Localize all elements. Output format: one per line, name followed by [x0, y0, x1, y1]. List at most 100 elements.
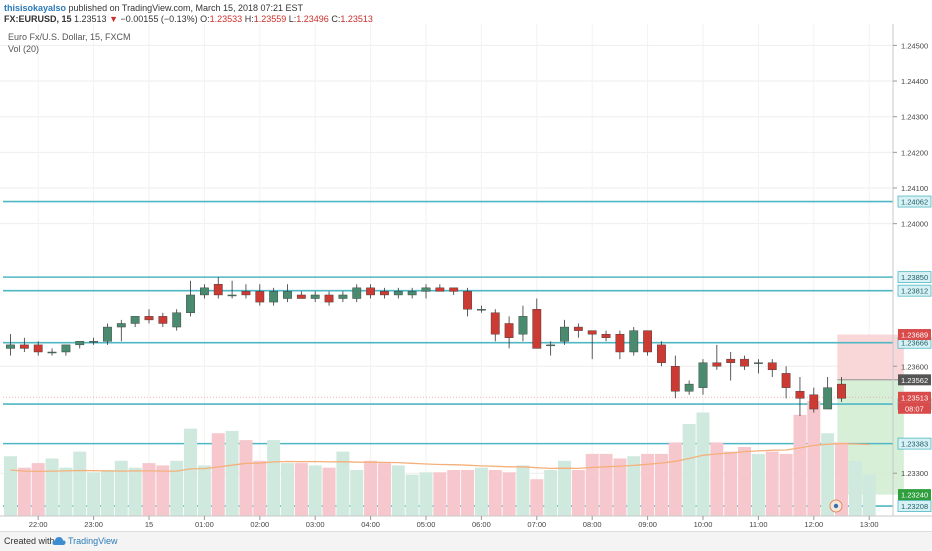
level-tag-1-box	[897, 271, 932, 284]
candle-30	[421, 284, 431, 299]
volume-bar-17	[239, 440, 253, 516]
volume-bar-27	[377, 463, 391, 516]
candle-body-54	[754, 362, 763, 364]
volume-bar-14	[197, 465, 211, 516]
last-price: 1.23513	[74, 14, 107, 24]
tradingview-brand-link[interactable]: TradingView	[68, 536, 118, 546]
volume-bar-54	[751, 453, 765, 516]
candle-58	[809, 387, 819, 413]
flag-icon[interactable]	[829, 499, 843, 513]
candle-4	[61, 344, 71, 356]
author-link[interactable]: thisisokayalso	[4, 3, 67, 13]
candle-body-15	[213, 284, 223, 296]
volume-bar-44	[613, 458, 627, 516]
candle-body-51	[712, 362, 722, 367]
candle-11	[158, 312, 168, 328]
time-tick-label-15: 13:00	[860, 520, 879, 529]
series-legend: Euro Fx/U.S. Dollar, 15, FXCM	[8, 32, 131, 42]
candle-body-57	[795, 391, 805, 399]
candle-body-31	[435, 287, 445, 292]
price-tick-label-0: 1.24500	[901, 41, 928, 50]
volume-bar-28	[391, 465, 405, 516]
price-tick-label-1: 1.24400	[901, 77, 928, 86]
time-tick-label-8: 06:00	[472, 520, 491, 529]
price-tick-label-4: 1.24100	[901, 184, 928, 193]
open-value: 1.23533	[209, 14, 243, 24]
chart-header: thisisokayalso published on TradingView.…	[0, 0, 932, 26]
candle-60	[837, 376, 846, 402]
candle-body-55	[767, 362, 777, 371]
candle-body-11	[158, 316, 168, 324]
volume-bar-5	[73, 451, 87, 516]
volume-bar-49	[682, 424, 696, 516]
candle-8	[116, 319, 126, 342]
candle-body-14	[199, 287, 209, 296]
candle-49	[684, 380, 694, 395]
volume-bar-2	[31, 463, 45, 516]
candle-48	[670, 355, 680, 399]
volume-bar-32	[447, 470, 461, 516]
candle-body-28	[393, 291, 403, 296]
candle-6	[89, 337, 99, 345]
time-tick-label-11: 09:00	[638, 520, 657, 529]
volume-bar-31	[433, 472, 447, 516]
volume-legend: Vol (20)	[8, 44, 39, 54]
volume-bar-24	[336, 451, 350, 516]
candle-18	[255, 284, 265, 306]
candle-56	[781, 366, 791, 399]
volume-bar-29	[405, 474, 419, 516]
candle-35	[490, 309, 500, 342]
volume-bar-42	[585, 453, 599, 516]
volume-bar-55	[765, 451, 779, 516]
volume-bar-39	[544, 470, 558, 516]
candle-body-16	[227, 294, 237, 297]
volume-bar-30	[419, 472, 433, 516]
candle-body-19	[269, 291, 279, 303]
time-tick-label-14: 12:00	[804, 520, 823, 529]
candle-47	[657, 341, 666, 367]
change-arrow: ▼	[109, 14, 119, 24]
price-tag-3-label: 1.23240	[901, 491, 928, 500]
candle-2	[33, 341, 43, 356]
footer-bar: Created with TradingView	[0, 531, 932, 551]
close-label: C:	[331, 14, 341, 24]
candle-body-5	[75, 341, 85, 346]
candle-33	[463, 287, 472, 317]
published-text: published on TradingView.com, March 15, …	[68, 3, 304, 13]
price-tag-0-box	[898, 329, 931, 341]
candle-22	[310, 291, 320, 303]
time-axis[interactable]: 22:00 23:00 15 01:00 02:00 03:00 04:00 05:00 06:…	[29, 516, 879, 529]
volume-bar-34	[474, 467, 488, 516]
ohlc-line: FX:EURUSD, 15 1.23513 ▼ −0.00155 (−0.13%…	[4, 14, 373, 24]
price-tick-label-3: 1.24200	[901, 148, 928, 157]
candle-body-0	[6, 344, 15, 349]
candle-body-38	[532, 309, 542, 349]
volume-bar-9	[128, 467, 142, 516]
volume-bar-52	[724, 451, 738, 516]
time-tick-label-0: 22:00	[29, 520, 48, 529]
high-label: H:	[244, 14, 254, 24]
time-tick-label-5: 03:00	[306, 520, 325, 529]
candle-body-41	[573, 326, 583, 331]
volume-bar-36	[502, 472, 516, 516]
candle-body-50	[698, 362, 708, 388]
candle-body-3	[47, 351, 57, 354]
price-tick-label-7: 1.23300	[901, 469, 928, 478]
candle-31	[435, 284, 445, 292]
volume-bar-16	[225, 430, 239, 516]
candle-37	[518, 305, 528, 342]
price-chart[interactable]: 1.24500 1.24400 1.24300 1.24200 1.24100 1.240…	[0, 24, 932, 530]
candle-26	[366, 284, 375, 299]
volume-bar-51	[710, 442, 724, 516]
price-axis[interactable]: 1.24500 1.24400 1.24300 1.24200 1.24100 1.240…	[893, 41, 928, 478]
candle-39	[546, 341, 556, 356]
candle-41	[573, 323, 583, 338]
price-tick-label-2: 1.24300	[901, 113, 928, 122]
level-tag-6-box	[897, 500, 932, 512]
countdown-box	[898, 402, 931, 414]
volume-bar-40	[558, 460, 571, 516]
low-label: L:	[288, 14, 297, 24]
candle-20	[283, 284, 292, 303]
candle-body-25	[352, 287, 362, 299]
price-tag-1-box	[898, 374, 931, 386]
